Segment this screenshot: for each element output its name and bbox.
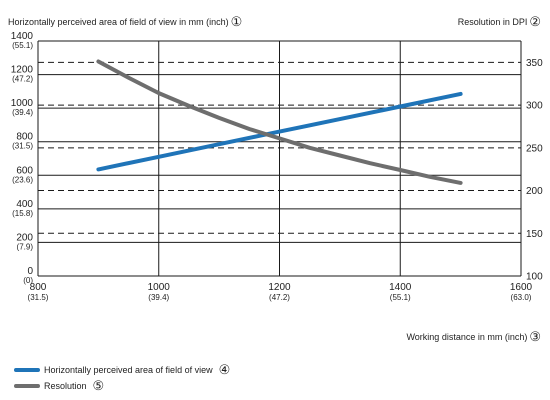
- x-tick-label: 1000: [148, 282, 171, 293]
- x-axis-title: Working distance in mm (inch) ③: [406, 329, 541, 345]
- right-axis-title: Resolution in DPI ②: [458, 14, 541, 30]
- y-left-tick-label: 1200: [11, 65, 34, 76]
- left-axis-title-text: Horizontally perceived area of field of …: [8, 17, 229, 27]
- legend-swatch-area: [14, 368, 40, 372]
- x-tick-label: 1600: [510, 282, 533, 293]
- y-left-tick-label: 600: [16, 165, 33, 176]
- legend-label-area: Horizontally perceived area of field of …: [44, 365, 213, 375]
- legend-marker-area: ④: [218, 362, 231, 377]
- y-right-tick-label: 350: [526, 58, 543, 69]
- ticks-layer: 0(0)200(7.9)400(15.8)600(23.6)800(31.5)1…: [11, 31, 543, 302]
- y-left-tick-label: 200: [16, 232, 33, 243]
- x-axis-title-text: Working distance in mm (inch): [406, 332, 528, 342]
- y-left-tick-label: 1400: [11, 31, 34, 42]
- y-left-tick-sublabel: (31.5): [12, 142, 33, 151]
- legend-swatch-resolution: [14, 384, 40, 388]
- left-axis-marker: ①: [230, 14, 243, 29]
- y-left-tick-sublabel: (0): [23, 276, 33, 285]
- x-axis-marker: ③: [529, 329, 541, 344]
- y-left-tick-sublabel: (7.9): [17, 242, 34, 251]
- y-right-tick-label: 200: [526, 186, 543, 197]
- y-left-tick-sublabel: (39.4): [12, 108, 33, 117]
- y-left-tick-sublabel: (23.6): [12, 175, 33, 184]
- x-tick-sublabel: (63.0): [511, 293, 532, 302]
- x-tick-sublabel: (39.4): [148, 293, 169, 302]
- x-tick-sublabel: (55.1): [390, 293, 411, 302]
- series-line-field-of-view: [96, 91, 463, 172]
- series-line-resolution: [96, 59, 463, 185]
- y-right-tick-label: 250: [526, 143, 543, 154]
- right-axis-title-text: Resolution in DPI: [457, 17, 528, 27]
- right-axis-marker: ②: [529, 14, 541, 29]
- legend-item-area: Horizontally perceived area of field of …: [14, 362, 231, 377]
- y-left-tick-label: 0: [27, 266, 33, 277]
- x-tick-sublabel: (31.5): [28, 293, 49, 302]
- x-tick-sublabel: (47.2): [269, 293, 290, 302]
- legend-marker-resolution: ⑤: [92, 378, 105, 393]
- x-tick-label: 1400: [389, 282, 412, 293]
- series-layer: [96, 59, 463, 185]
- y-right-tick-label: 100: [526, 272, 543, 283]
- y-left-tick-sublabel: (15.8): [12, 209, 33, 218]
- y-right-tick-label: 300: [526, 101, 543, 112]
- y-left-tick-sublabel: (55.1): [12, 41, 33, 50]
- grid-layer: [37, 40, 522, 277]
- legend-item-resolution: Resolution ⑤: [14, 378, 105, 393]
- x-tick-label: 1200: [268, 282, 291, 293]
- y-left-tick-sublabel: (47.2): [12, 75, 33, 84]
- x-tick-label: 800: [30, 282, 47, 293]
- y-right-tick-label: 150: [526, 229, 543, 240]
- y-left-tick-label: 800: [16, 132, 33, 143]
- legend-label-resolution: Resolution: [44, 381, 87, 391]
- y-left-tick-label: 1000: [11, 98, 34, 109]
- y-left-tick-label: 400: [16, 199, 33, 210]
- left-axis-title: Horizontally perceived area of field of …: [8, 14, 242, 30]
